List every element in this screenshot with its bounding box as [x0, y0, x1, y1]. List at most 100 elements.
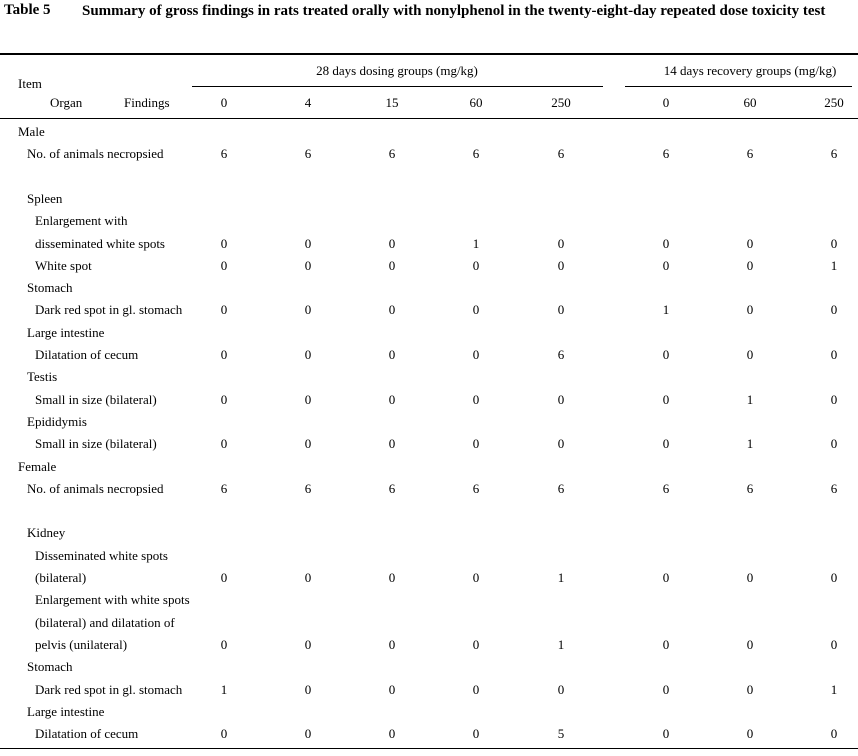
dose-header: 250	[551, 95, 571, 110]
sex-label: Male	[18, 124, 45, 139]
cell-value: 0	[830, 570, 838, 585]
cell-value: 0	[557, 302, 565, 318]
organ-label: Kidney	[27, 525, 66, 541]
cell-value: 0	[388, 391, 396, 407]
cell-value: 0	[220, 636, 228, 652]
cell-value: 0	[304, 681, 312, 697]
cell-value: 0	[830, 391, 838, 407]
cell-value: 0	[557, 257, 565, 273]
cell-value: 0	[746, 347, 754, 362]
cell-value: 0	[830, 436, 838, 452]
row-label: No. of animals necropsied	[27, 146, 164, 162]
cell-value: 6	[830, 480, 838, 496]
cell-value: 0	[662, 681, 670, 697]
cell-value: 0	[388, 347, 396, 362]
organ-label: Large intestine	[27, 324, 105, 340]
finding-label: Dark red spot in gl. stomach	[35, 681, 183, 697]
cell-value: 6	[220, 480, 228, 496]
organ-label: Testis	[27, 369, 58, 385]
dose-header: 60	[469, 95, 483, 110]
cell-value: 0	[662, 570, 670, 585]
cell-value: 0	[472, 257, 480, 273]
cell-value: 0	[746, 302, 754, 318]
cell-value: 6	[746, 480, 754, 496]
bottom-rule	[0, 748, 858, 749]
cell-value: 0	[220, 302, 228, 318]
cell-value: 0	[662, 436, 670, 452]
cell-value: 0	[472, 302, 480, 318]
dose-header: 250	[824, 95, 844, 110]
header-item: Item	[18, 76, 42, 91]
cell-value: 6	[662, 480, 670, 496]
cell-value: 0	[388, 235, 396, 251]
cell-value: 0	[220, 391, 228, 407]
cell-value: 0	[220, 436, 228, 452]
dose-header: 0	[220, 95, 228, 110]
finding-label: disseminated white spots	[35, 235, 165, 251]
table-number: Table 5	[4, 2, 51, 18]
cell-value: 6	[557, 347, 565, 362]
cell-value: 1	[662, 302, 670, 318]
cell-value: 0	[472, 570, 480, 585]
cell-value: 0	[304, 391, 312, 407]
finding-label: Dilatation of cecum	[35, 347, 139, 362]
cell-value: 0	[388, 436, 396, 452]
cell-value: 0	[220, 347, 228, 362]
dose-header: 4	[304, 95, 312, 110]
cell-value: 6	[388, 480, 396, 496]
row-label: No. of animals necropsied	[27, 480, 164, 496]
cell-value: 1	[557, 636, 565, 652]
cell-value: 1	[830, 681, 838, 697]
organ-label: Stomach	[27, 280, 73, 296]
organ-label: Epididymis	[27, 413, 87, 429]
cell-value: 6	[304, 480, 312, 496]
cell-value: 6	[220, 146, 228, 162]
finding-label: Disseminated white spots	[35, 547, 168, 563]
cell-value: 0	[220, 570, 228, 585]
finding-label: (bilateral) and dilatation of	[35, 614, 175, 630]
finding-label: White spot	[35, 257, 92, 273]
cell-value: 0	[557, 436, 565, 452]
cell-value: 0	[662, 235, 670, 251]
cell-value: 0	[557, 681, 565, 697]
cell-value: 6	[746, 146, 754, 162]
cell-value: 0	[662, 391, 670, 407]
cell-value: 0	[557, 391, 565, 407]
group-header: 28 days dosing groups (mg/kg)	[316, 63, 478, 78]
cell-value: 0	[388, 257, 396, 273]
cell-value: 6	[304, 146, 312, 162]
cell-value: 0	[304, 257, 312, 273]
cell-value: 0	[472, 636, 480, 652]
cell-value: 0	[662, 726, 670, 742]
cell-value: 0	[830, 235, 838, 251]
cell-value: 0	[388, 681, 396, 697]
cell-value: 6	[472, 480, 480, 496]
cell-value: 0	[830, 726, 838, 742]
cell-value: 1	[220, 681, 228, 697]
cell-value: 0	[388, 636, 396, 652]
dose-header: 60	[743, 95, 757, 110]
cell-value: 0	[472, 681, 480, 697]
finding-label: Enlargement with white spots	[35, 592, 190, 608]
cell-value: 0	[220, 235, 228, 251]
cell-value: 1	[746, 391, 754, 407]
cell-value: 0	[304, 235, 312, 251]
finding-label: Dilatation of cecum	[35, 726, 139, 742]
cell-value: 0	[304, 347, 312, 362]
cell-value: 0	[472, 391, 480, 407]
cell-value: 0	[304, 302, 312, 318]
cell-value: 0	[472, 436, 480, 452]
cell-value: 0	[304, 726, 312, 742]
finding-label: Enlargement with	[35, 213, 128, 229]
table-title: Summary of gross findings in rats treate…	[82, 3, 826, 19]
dose-header: 15	[385, 95, 399, 110]
cell-value: 0	[746, 681, 754, 697]
group-rule	[192, 86, 603, 87]
organ-label: Large intestine	[27, 703, 105, 719]
header-rule	[0, 118, 858, 119]
cell-value: 0	[662, 636, 670, 652]
group-header: 14 days recovery groups (mg/kg)	[663, 63, 837, 78]
cell-value: 0	[472, 347, 480, 362]
cell-value: 0	[746, 726, 754, 742]
